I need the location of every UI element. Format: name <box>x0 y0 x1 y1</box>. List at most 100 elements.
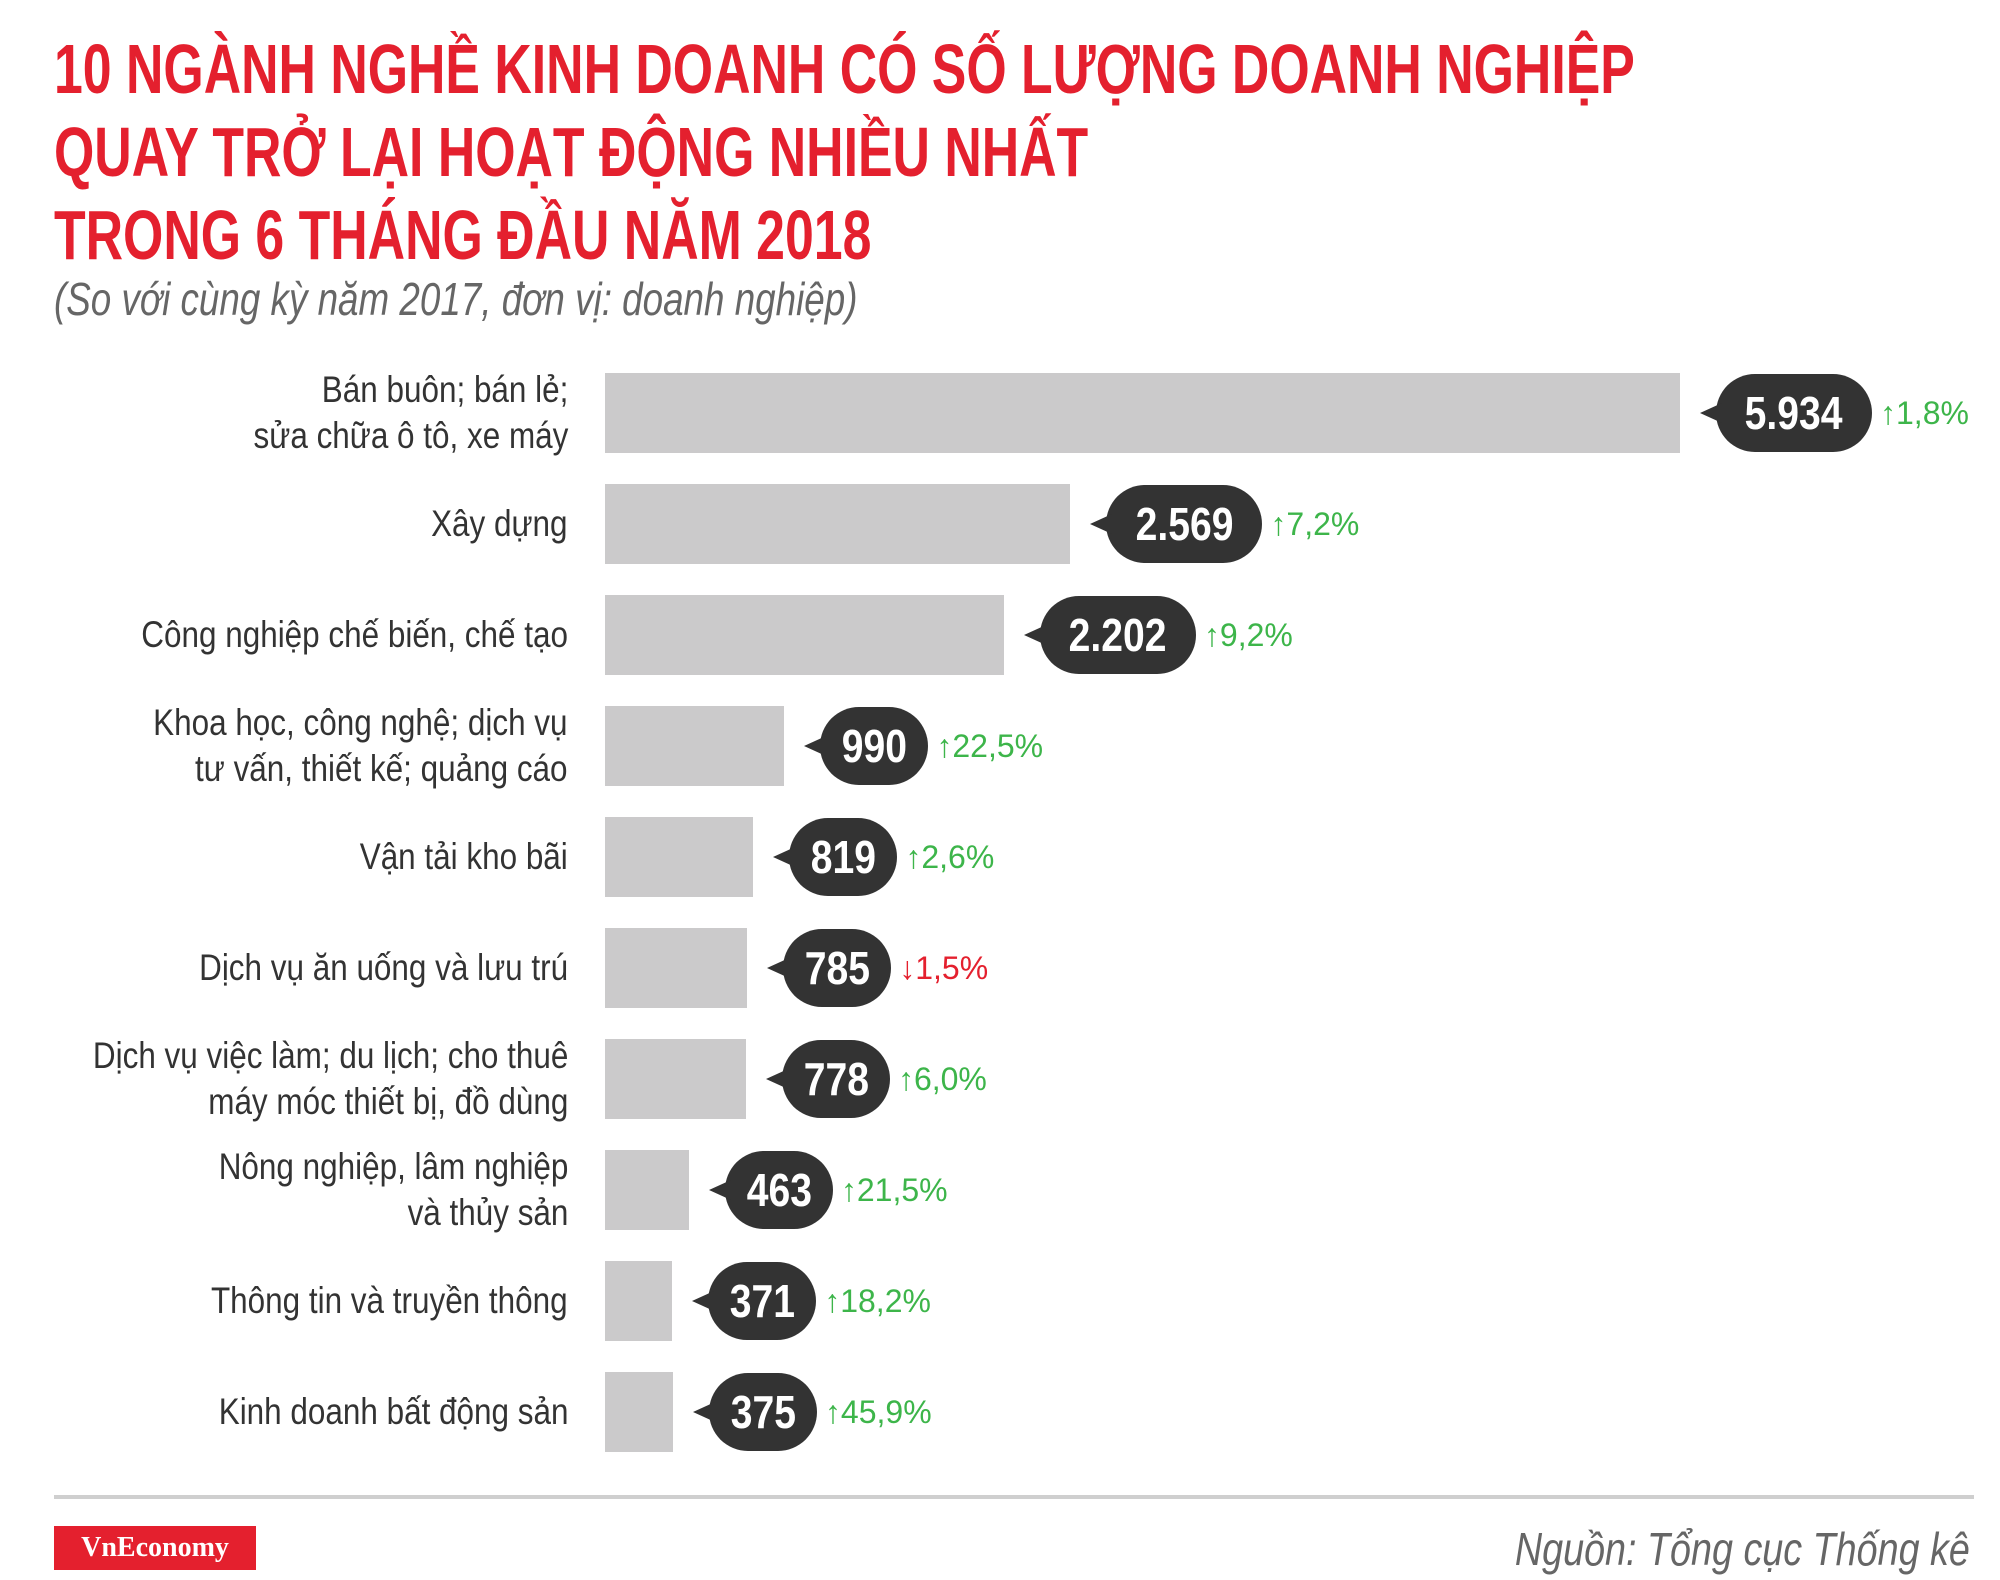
change-value: 22,5% <box>952 728 1044 764</box>
category-label-line: Dịch vụ việc làm; du lịch; cho thuê <box>92 1035 568 1076</box>
bar-row: Thông tin và truyền thông 371 ↑18,2% <box>0 1261 2000 1341</box>
arrow-up-icon: ↑ <box>1270 506 1287 542</box>
value-label: 785 <box>804 942 870 994</box>
bar <box>605 706 785 786</box>
category-label-line: máy móc thiết bị, đồ dùng <box>207 1081 568 1122</box>
bar-row: Nông nghiệp, lâm nghiệp và thủy sản 463 ↑21… <box>0 1146 2000 1233</box>
change-value: 21,5% <box>856 1172 948 1208</box>
value-bubble: 375 <box>692 1373 817 1451</box>
value-label: 371 <box>729 1275 795 1327</box>
arrow-up-icon: ↑ <box>840 1172 857 1208</box>
value-label: 5.934 <box>1745 387 1843 439</box>
bar-row: Công nghiệp chế biến, chế tạo 2.202 ↑9,2% <box>0 595 2000 675</box>
bar-row: Dịch vụ việc làm; du lịch; cho thuê máy m… <box>0 1035 2000 1122</box>
change-label: ↑7,2% <box>1270 506 1359 543</box>
change-value: 7,2% <box>1286 506 1360 542</box>
category-label: Bán buôn; bán lẻ; sửa chữa ô tô, xe máy <box>253 369 568 456</box>
category-label-line: Kinh doanh bất động sản <box>218 1391 568 1432</box>
chart-title-line-1: 10 NGÀNH NGHỀ KINH DOANH CÓ SỐ LƯỢNG DOA… <box>54 30 1635 108</box>
arrow-up-icon: ↑ <box>905 839 922 875</box>
value-bubble: 785 <box>767 929 892 1007</box>
bar <box>605 595 1004 675</box>
change-value: 2,6% <box>921 839 995 875</box>
category-label: Dịch vụ ăn uống và lưu trú <box>199 928 568 1008</box>
bar <box>605 1372 673 1452</box>
footer-divider <box>54 1495 1974 1499</box>
bar-row: Khoa học, công nghệ; dịch vụ tư vấn, thiế… <box>0 702 2000 789</box>
arrow-up-icon: ↑ <box>897 1061 914 1097</box>
bar <box>605 484 1071 564</box>
category-label-line: và thủy sản <box>407 1192 568 1233</box>
bar <box>605 928 748 1008</box>
category-label: Xây dựng <box>432 484 568 564</box>
category-label-line: Công nghiệp chế biến, chế tạo <box>141 614 568 655</box>
category-label-line: Vận tải kho bãi <box>359 836 568 877</box>
category-label: Thông tin và truyền thông <box>211 1261 568 1341</box>
value-label: 778 <box>803 1053 869 1105</box>
change-label: ↑21,5% <box>841 1172 948 1209</box>
change-value: 9,2% <box>1219 617 1293 653</box>
chart-title-line-2: QUAY TRỞ LẠI HOẠT ĐỘNG NHIỀU NHẤT <box>54 113 1089 191</box>
bar-row: Dịch vụ ăn uống và lưu trú 785 ↓1,5% <box>0 928 2000 1008</box>
category-label-line: tư vấn, thiết kế; quảng cáo <box>195 748 568 789</box>
arrow-up-icon: ↑ <box>824 1283 841 1319</box>
bar-row: Xây dựng 2.569 ↑7,2% <box>0 484 2000 564</box>
arrow-up-icon: ↑ <box>1203 617 1220 653</box>
value-label: 375 <box>730 1386 796 1438</box>
category-label: Vận tải kho bãi <box>360 817 568 897</box>
arrow-up-icon: ↑ <box>936 728 953 764</box>
value-label: 2.569 <box>1135 498 1234 550</box>
change-label: ↑9,2% <box>1204 617 1293 654</box>
bar <box>605 1261 673 1341</box>
category-label-line: Thông tin và truyền thông <box>211 1280 568 1321</box>
category-label: Khoa học, công nghệ; dịch vụ tư vấn, thiế… <box>154 702 568 789</box>
category-label: Dịch vụ việc làm; du lịch; cho thuê máy m… <box>93 1035 568 1122</box>
category-label: Công nghiệp chế biến, chế tạo <box>141 595 568 675</box>
source-note: Nguồn: Tổng cục Thống kê <box>1514 1523 1970 1575</box>
bar <box>605 1150 689 1230</box>
value-bubble: 371 <box>692 1262 817 1340</box>
chart-title-line-3: TRONG 6 THÁNG ĐẦU NĂM 2018 <box>54 196 872 274</box>
category-label-line: sửa chữa ô tô, xe máy <box>253 415 568 456</box>
bar-row: Kinh doanh bất động sản 375 ↑45,9% <box>0 1372 2000 1452</box>
bar <box>605 1039 746 1119</box>
value-label: 819 <box>810 831 876 883</box>
value-bubble: 778 <box>765 1040 890 1118</box>
category-label-line: Xây dựng <box>431 503 568 544</box>
change-value: 6,0% <box>913 1061 987 1097</box>
bar-row: Vận tải kho bãi 819 ↑2,6% <box>0 817 2000 897</box>
change-value: 1,5% <box>915 950 989 986</box>
change-label: ↑22,5% <box>936 728 1043 765</box>
change-label: ↑6,0% <box>898 1061 987 1098</box>
change-label: ↑18,2% <box>824 1283 931 1320</box>
vneconomy-logo: VnEconomy <box>54 1526 256 1570</box>
category-label-line: Khoa học, công nghệ; dịch vụ <box>153 702 568 743</box>
arrow-down-icon: ↓ <box>899 950 916 986</box>
value-label: 990 <box>841 720 907 772</box>
value-bubble: 819 <box>773 818 898 896</box>
category-label-line: Dịch vụ ăn uống và lưu trú <box>199 947 568 988</box>
chart-subtitle: (So với cùng kỳ năm 2017, đơn vị: doanh … <box>54 273 858 325</box>
category-label-line: Bán buôn; bán lẻ; <box>321 369 568 410</box>
category-label-line: Nông nghiệp, lâm nghiệp <box>218 1146 568 1187</box>
change-label: ↓1,5% <box>899 950 988 987</box>
value-label: 463 <box>746 1164 812 1216</box>
value-bubble: 2.202 <box>1023 596 1196 674</box>
change-value: 18,2% <box>840 1283 931 1319</box>
value-bubble: 2.569 <box>1090 485 1263 563</box>
value-bubble: 5.934 <box>1700 374 1872 452</box>
category-label: Kinh doanh bất động sản <box>218 1372 568 1452</box>
bar <box>605 373 1680 453</box>
bar-row: Bán buôn; bán lẻ; sửa chữa ô tô, xe máy 5.… <box>0 369 2000 456</box>
change-label: ↑1,8% <box>1880 395 1969 432</box>
change-label: ↑2,6% <box>905 839 994 876</box>
arrow-up-icon: ↑ <box>824 1394 841 1430</box>
change-label: ↑45,9% <box>825 1394 932 1431</box>
category-label: Nông nghiệp, lâm nghiệp và thủy sản <box>218 1146 568 1233</box>
value-bubble: 463 <box>708 1151 833 1229</box>
change-value: 45,9% <box>840 1394 932 1430</box>
value-label: 2.202 <box>1068 609 1167 661</box>
arrow-up-icon: ↑ <box>1880 395 1896 431</box>
value-bubble: 990 <box>804 707 929 785</box>
bar <box>605 817 754 897</box>
